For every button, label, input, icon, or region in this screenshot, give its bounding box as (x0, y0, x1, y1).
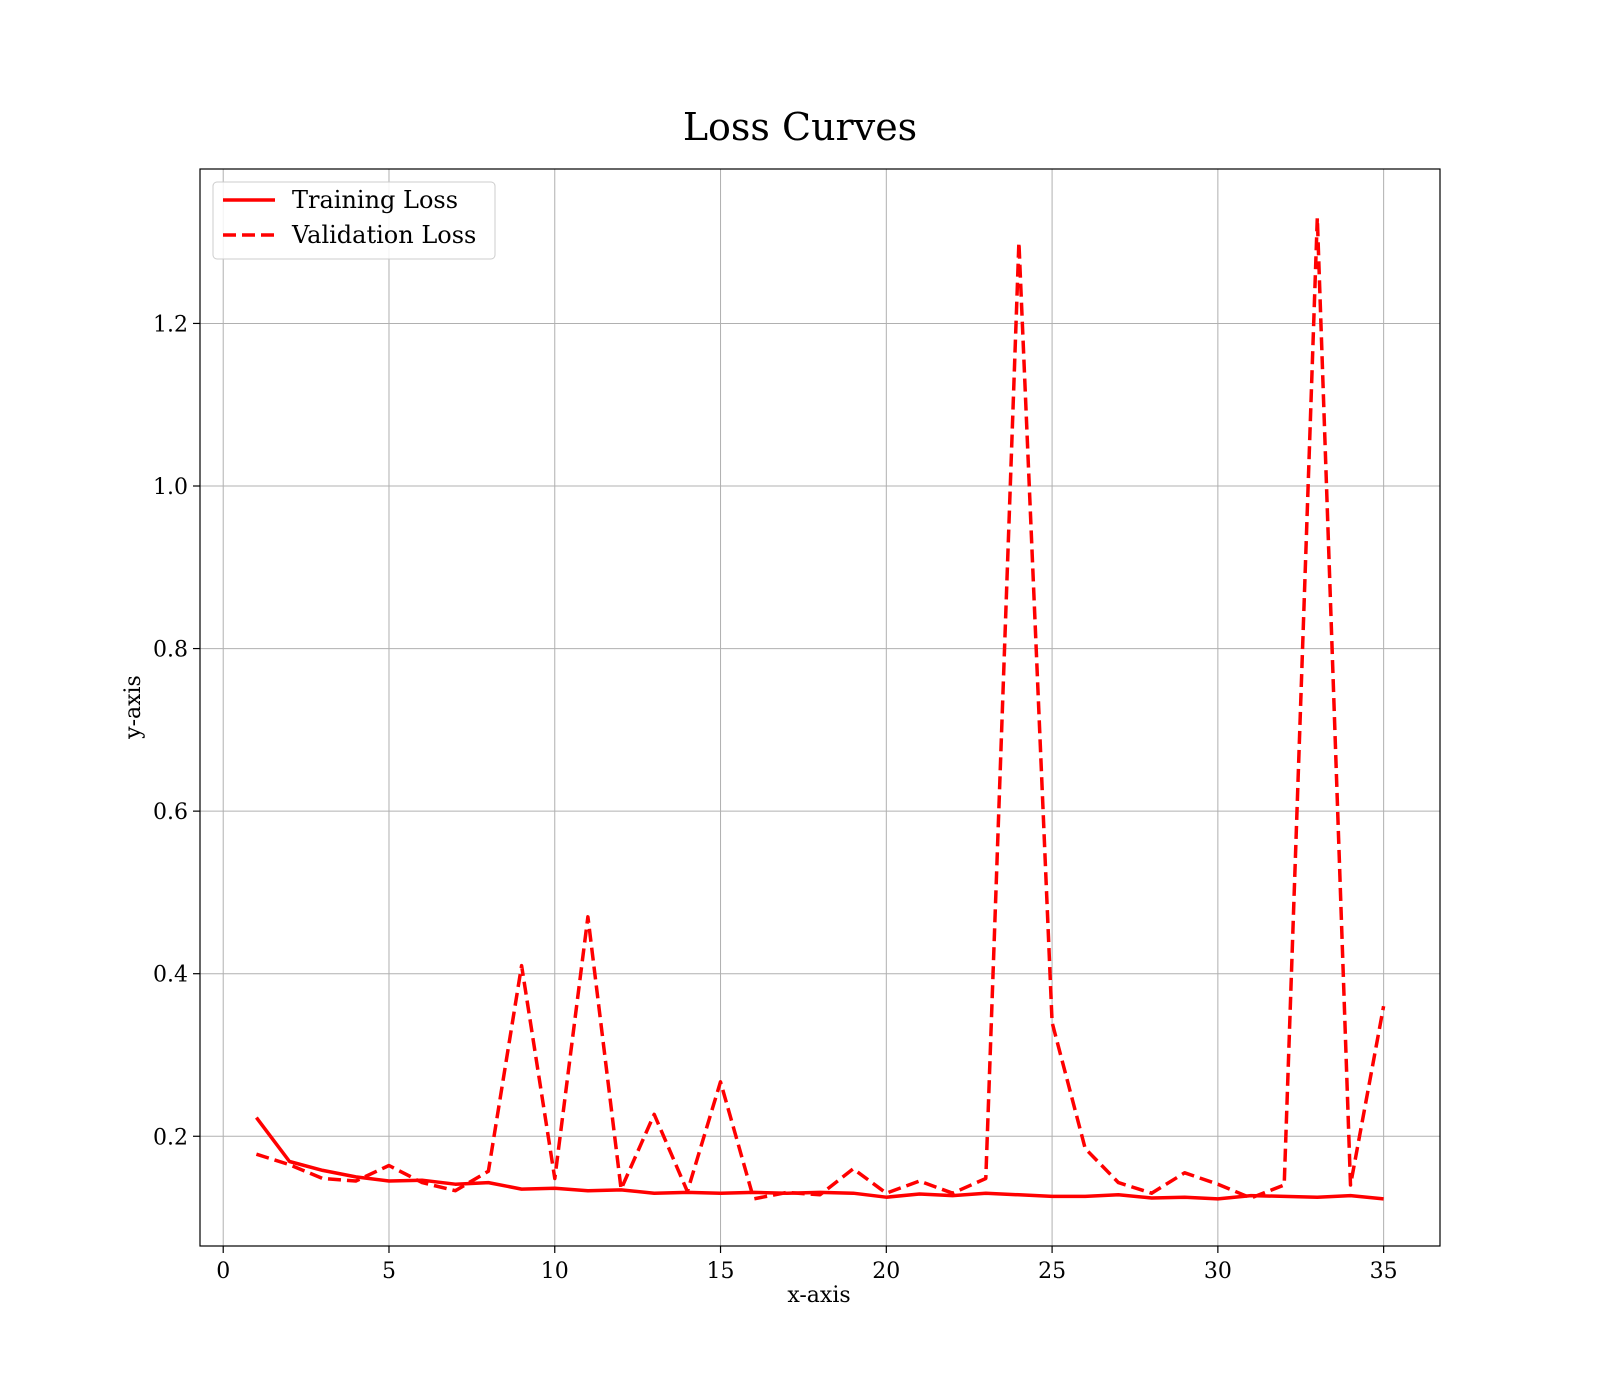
x-tick-label: 10 (541, 1259, 569, 1284)
x-axis-label: x-axis (787, 1283, 850, 1308)
x-tick-label: 0 (216, 1259, 230, 1284)
series-line-validation-loss (255, 216, 1386, 1201)
plot-frame (199, 168, 1441, 1247)
x-tick-label: 15 (707, 1259, 735, 1284)
legend-box (212, 181, 496, 260)
series-group (255, 216, 1386, 1201)
y-tick-label: 0.4 (153, 963, 188, 988)
series-line-training-loss (255, 1116, 1384, 1201)
legend-label-training-loss: Training Loss (292, 186, 458, 214)
x-axis-ticks: 0 5 10 15 20 25 30 35 (216, 1246, 1398, 1284)
y-tick-label: 0.8 (153, 638, 188, 663)
chart-title: Loss Curves (683, 105, 917, 149)
y-tick-label: 1.2 (153, 312, 188, 337)
y-axis-ticks: 0.2 0.4 0.6 0.8 1.0 1.2 (153, 312, 200, 1150)
y-tick-label: 0.2 (153, 1125, 188, 1150)
grid (200, 169, 1440, 1246)
x-tick-label: 20 (872, 1259, 900, 1284)
legend-label-validation-loss: Validation Loss (291, 221, 476, 249)
x-tick-label: 35 (1370, 1259, 1398, 1284)
x-tick-label: 25 (1038, 1259, 1066, 1284)
x-tick-label: 30 (1204, 1259, 1232, 1284)
legend: Training Loss Validation Loss (212, 181, 496, 260)
y-tick-label: 1.0 (153, 475, 188, 500)
y-tick-label: 0.6 (153, 800, 188, 825)
y-axis-label: y-axis (121, 675, 146, 740)
x-tick-label: 5 (382, 1259, 396, 1284)
